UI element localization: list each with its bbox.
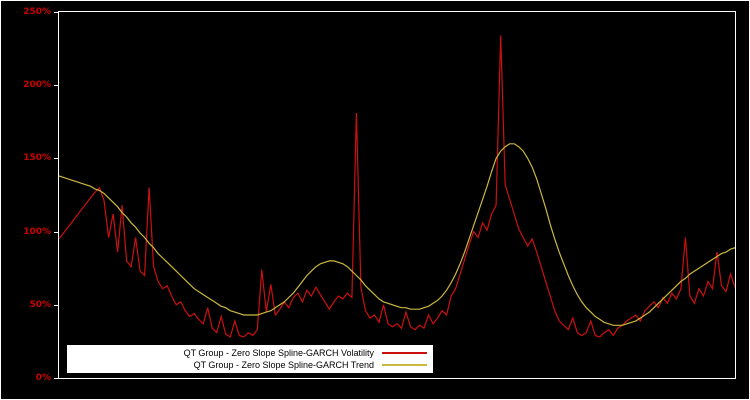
legend-line-sample [382, 352, 427, 354]
y-tick-label: 0% [35, 373, 51, 383]
plot-area: QT Group - Zero Slope Spline-GARCH Volat… [58, 11, 736, 379]
trend-line [59, 143, 735, 326]
legend: QT Group - Zero Slope Spline-GARCH Volat… [67, 345, 433, 373]
y-tick-label: 100% [23, 226, 51, 237]
legend-line-sample [382, 364, 427, 366]
y-tick-label: 250% [23, 7, 51, 17]
y-tick-label: 150% [23, 153, 51, 164]
line-plot [59, 35, 735, 338]
legend-item: QT Group - Zero Slope Spline-GARCH Volat… [71, 347, 427, 359]
legend-label: QT Group - Zero Slope Spline-GARCH Volat… [183, 348, 374, 358]
legend-label: QT Group - Zero Slope Spline-GARCH Trend [193, 360, 374, 370]
volatility-line [59, 35, 735, 338]
y-tick-label: 50% [29, 299, 51, 310]
y-tick-label: 200% [23, 80, 51, 91]
legend-item: QT Group - Zero Slope Spline-GARCH Trend [71, 359, 427, 371]
